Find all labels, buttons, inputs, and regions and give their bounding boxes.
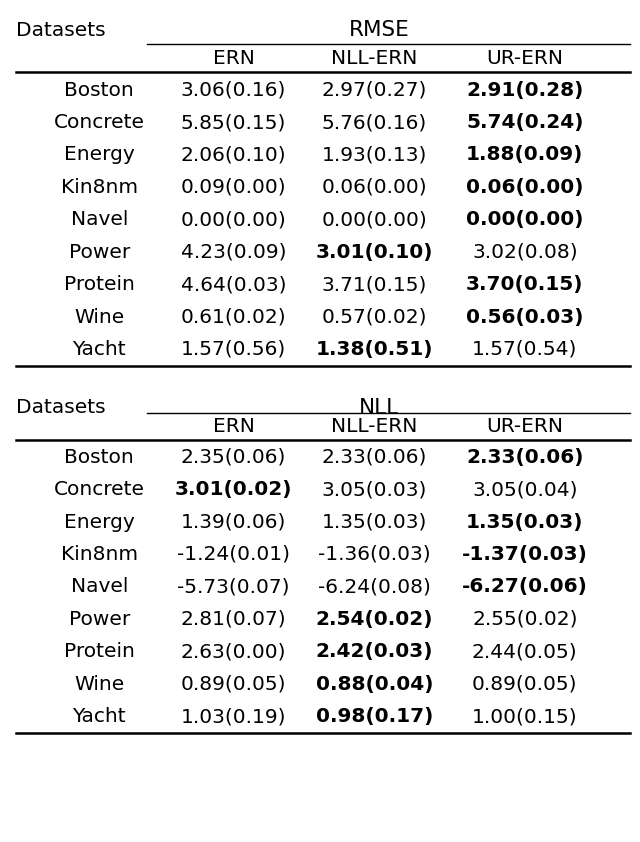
Text: 3.05(0.04): 3.05(0.04): [472, 480, 577, 499]
Text: 1.57(0.56): 1.57(0.56): [181, 340, 286, 359]
Text: Power: Power: [68, 610, 130, 629]
Text: 0.00(0.00): 0.00(0.00): [466, 210, 584, 229]
Text: 2.91(0.28): 2.91(0.28): [466, 81, 584, 99]
Text: 1.38(0.51): 1.38(0.51): [316, 340, 433, 359]
Text: 2.63(0.00): 2.63(0.00): [181, 642, 286, 661]
Text: Protein: Protein: [64, 642, 134, 661]
Text: ERN: ERN: [212, 417, 255, 435]
Text: 2.81(0.07): 2.81(0.07): [180, 610, 287, 629]
Text: -5.73(0.07): -5.73(0.07): [177, 578, 290, 596]
Text: 1.35(0.03): 1.35(0.03): [466, 513, 584, 531]
Text: Datasets: Datasets: [16, 21, 106, 40]
Text: 1.39(0.06): 1.39(0.06): [181, 513, 286, 531]
Text: NLL-ERN: NLL-ERN: [332, 417, 417, 435]
Text: Wine: Wine: [74, 307, 124, 327]
Text: 0.00(0.00): 0.00(0.00): [321, 210, 428, 229]
Text: -1.24(0.01): -1.24(0.01): [177, 545, 290, 564]
Text: ERN: ERN: [212, 49, 255, 67]
Text: 2.35(0.06): 2.35(0.06): [181, 448, 286, 466]
Text: 2.55(0.02): 2.55(0.02): [472, 610, 577, 629]
Text: 4.23(0.09): 4.23(0.09): [181, 242, 286, 262]
Text: 0.06(0.00): 0.06(0.00): [321, 178, 428, 197]
Text: Datasets: Datasets: [16, 398, 106, 417]
Text: 1.57(0.54): 1.57(0.54): [472, 340, 577, 359]
Text: 5.85(0.15): 5.85(0.15): [181, 113, 286, 132]
Text: Yacht: Yacht: [72, 707, 126, 726]
Text: 0.09(0.00): 0.09(0.00): [180, 178, 287, 197]
Text: Wine: Wine: [74, 674, 124, 694]
Text: 1.00(0.15): 1.00(0.15): [472, 707, 578, 726]
Text: 3.05(0.03): 3.05(0.03): [322, 480, 427, 499]
Text: Energy: Energy: [64, 146, 134, 164]
Text: 3.01(0.10): 3.01(0.10): [316, 242, 433, 262]
Text: 0.00(0.00): 0.00(0.00): [180, 210, 287, 229]
Text: 2.97(0.27): 2.97(0.27): [322, 81, 427, 99]
Text: 2.33(0.06): 2.33(0.06): [466, 448, 584, 466]
Text: Navel: Navel: [70, 210, 128, 229]
Text: 0.06(0.00): 0.06(0.00): [466, 178, 584, 197]
Text: Concrete: Concrete: [54, 480, 145, 499]
Text: 2.33(0.06): 2.33(0.06): [322, 448, 427, 466]
Text: Yacht: Yacht: [72, 340, 126, 359]
Text: 3.06(0.16): 3.06(0.16): [181, 81, 286, 99]
Text: 0.98(0.17): 0.98(0.17): [316, 707, 433, 726]
Text: RMSE: RMSE: [349, 20, 410, 40]
Text: -1.37(0.03): -1.37(0.03): [462, 545, 588, 564]
Text: NLL: NLL: [359, 397, 399, 418]
Text: 2.06(0.10): 2.06(0.10): [180, 146, 287, 164]
Text: 4.64(0.03): 4.64(0.03): [181, 275, 286, 294]
Text: 3.01(0.02): 3.01(0.02): [175, 480, 292, 499]
Text: Boston: Boston: [65, 81, 134, 99]
Text: 1.03(0.19): 1.03(0.19): [181, 707, 286, 726]
Text: 1.93(0.13): 1.93(0.13): [322, 146, 427, 164]
Text: 2.54(0.02): 2.54(0.02): [316, 610, 433, 629]
Text: -1.36(0.03): -1.36(0.03): [318, 545, 431, 564]
Text: 3.02(0.08): 3.02(0.08): [472, 242, 578, 262]
Text: Energy: Energy: [64, 513, 134, 531]
Text: 2.44(0.05): 2.44(0.05): [472, 642, 578, 661]
Text: -6.27(0.06): -6.27(0.06): [462, 578, 588, 596]
Text: 0.61(0.02): 0.61(0.02): [180, 307, 287, 327]
Text: 1.35(0.03): 1.35(0.03): [322, 513, 427, 531]
Text: -6.24(0.08): -6.24(0.08): [318, 578, 431, 596]
Text: NLL-ERN: NLL-ERN: [332, 49, 417, 67]
Text: Boston: Boston: [65, 448, 134, 466]
Text: UR-ERN: UR-ERN: [486, 49, 563, 67]
Text: 0.89(0.05): 0.89(0.05): [181, 674, 286, 694]
Text: 3.70(0.15): 3.70(0.15): [466, 275, 584, 294]
Text: Concrete: Concrete: [54, 113, 145, 132]
Text: Power: Power: [68, 242, 130, 262]
Text: Navel: Navel: [70, 578, 128, 596]
Text: 5.74(0.24): 5.74(0.24): [466, 113, 584, 132]
Text: 0.89(0.05): 0.89(0.05): [472, 674, 577, 694]
Text: Kin8nm: Kin8nm: [61, 178, 138, 197]
Text: 3.71(0.15): 3.71(0.15): [322, 275, 427, 294]
Text: 0.56(0.03): 0.56(0.03): [466, 307, 584, 327]
Text: UR-ERN: UR-ERN: [486, 417, 563, 435]
Text: Kin8nm: Kin8nm: [61, 545, 138, 564]
Text: 0.57(0.02): 0.57(0.02): [322, 307, 427, 327]
Text: 5.76(0.16): 5.76(0.16): [322, 113, 427, 132]
Text: 1.88(0.09): 1.88(0.09): [466, 146, 584, 164]
Text: Protein: Protein: [64, 275, 134, 294]
Text: 0.88(0.04): 0.88(0.04): [316, 674, 433, 694]
Text: 2.42(0.03): 2.42(0.03): [316, 642, 433, 661]
